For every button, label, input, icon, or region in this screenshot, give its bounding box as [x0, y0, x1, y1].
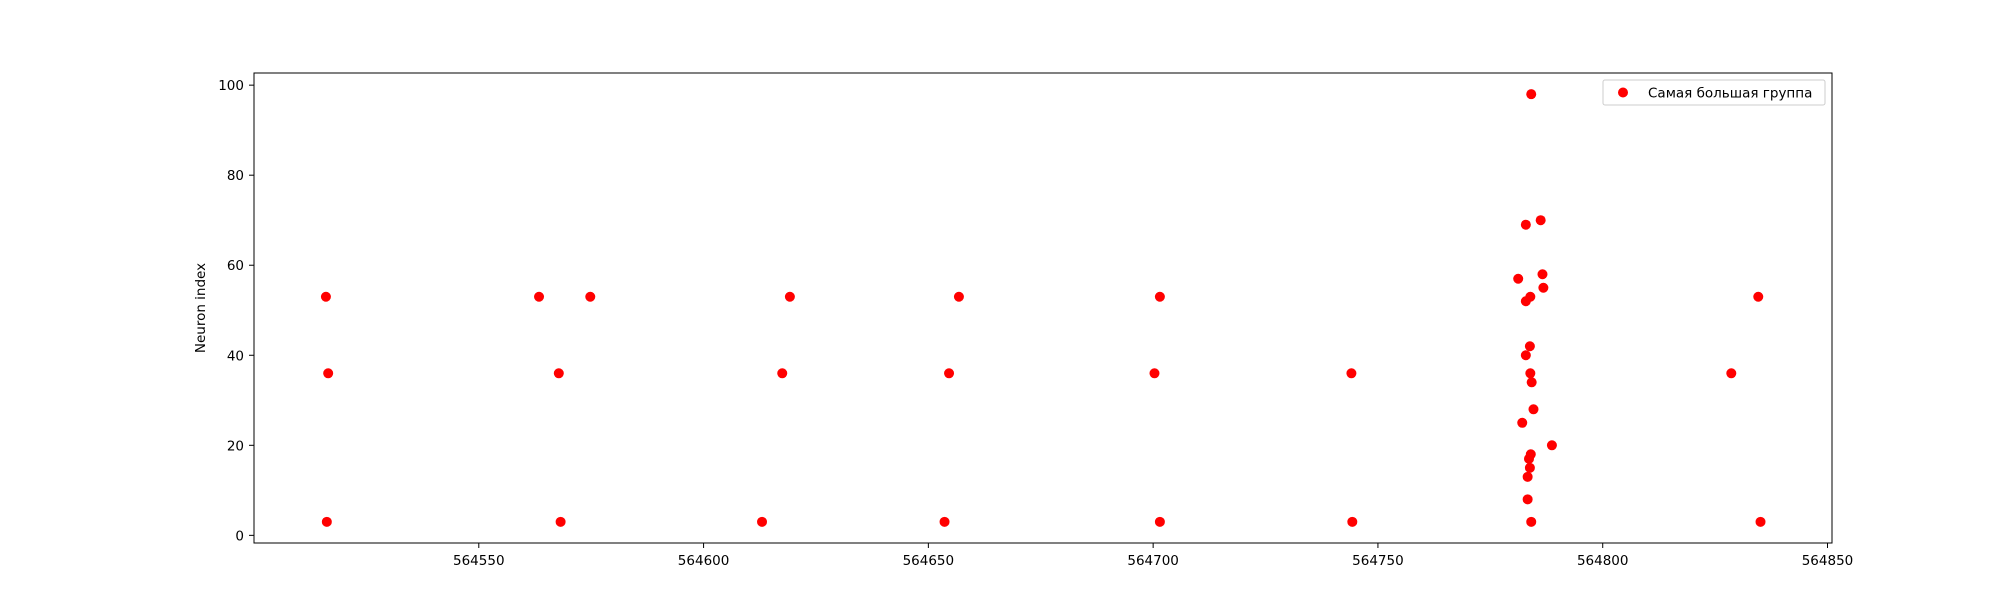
data-point [1537, 269, 1548, 280]
y-tick-label: 0 [235, 528, 244, 544]
data-point [939, 516, 950, 527]
data-point [1524, 341, 1535, 352]
y-tick-label: 80 [227, 168, 244, 184]
data-point [1525, 291, 1536, 302]
data-point [1522, 471, 1533, 482]
plot-frame [253, 72, 1833, 544]
data-point [1525, 449, 1536, 460]
legend-label: Самая большая группа [1648, 86, 1812, 102]
data-point [555, 516, 566, 527]
y-tick-label: 40 [227, 348, 244, 364]
data-point [1526, 516, 1537, 527]
data-point [784, 291, 795, 302]
data-point [1513, 273, 1524, 284]
x-tick-label: 564600 [678, 553, 730, 569]
y-tick-label: 60 [227, 258, 244, 274]
x-tick-label: 564850 [1802, 553, 1854, 569]
data-point [1755, 516, 1766, 527]
data-point [320, 291, 331, 302]
data-point [777, 368, 788, 379]
x-tick-label: 564800 [1577, 553, 1629, 569]
data-point [1517, 417, 1528, 428]
data-point [1520, 219, 1531, 230]
plot-area [254, 73, 1832, 543]
data-point [944, 368, 955, 379]
y-tick-label: 20 [227, 438, 244, 454]
data-point [1149, 368, 1160, 379]
x-axis: 564550 564600 564650 564700 564750 564800 5648… [453, 543, 1853, 569]
data-point [1520, 350, 1531, 361]
data-point [1726, 368, 1737, 379]
y-tick-label: 100 [218, 78, 244, 94]
data-point [1525, 368, 1536, 379]
data-point [585, 291, 596, 302]
points-layer [320, 89, 1766, 527]
data-point [953, 291, 964, 302]
data-point [1522, 494, 1533, 505]
data-point [1535, 215, 1546, 226]
data-point [757, 516, 768, 527]
data-point [1154, 291, 1165, 302]
data-point [534, 291, 545, 302]
data-point [1528, 404, 1539, 415]
data-point [1154, 516, 1165, 527]
legend-box [1602, 79, 1826, 106]
data-point [321, 516, 332, 527]
data-point [1538, 282, 1549, 293]
data-point [553, 368, 564, 379]
legend-marker [1618, 87, 1628, 98]
x-tick-label: 564650 [903, 553, 955, 569]
x-tick-label: 564750 [1352, 553, 1404, 569]
data-point [1347, 516, 1358, 527]
data-point [1526, 377, 1537, 388]
x-tick-label: 564700 [1127, 553, 1179, 569]
data-point [1524, 462, 1535, 473]
data-point [1753, 291, 1764, 302]
data-point [1546, 440, 1557, 451]
y-axis: 0 20 40 60 80 100 [218, 78, 254, 544]
x-tick-label: 564550 [453, 553, 505, 569]
y-axis-label: Neuron index [193, 263, 209, 353]
data-point [1526, 89, 1537, 100]
data-point [1346, 368, 1357, 379]
legend: Самая большая группа [1602, 79, 1826, 106]
data-point [323, 368, 334, 379]
